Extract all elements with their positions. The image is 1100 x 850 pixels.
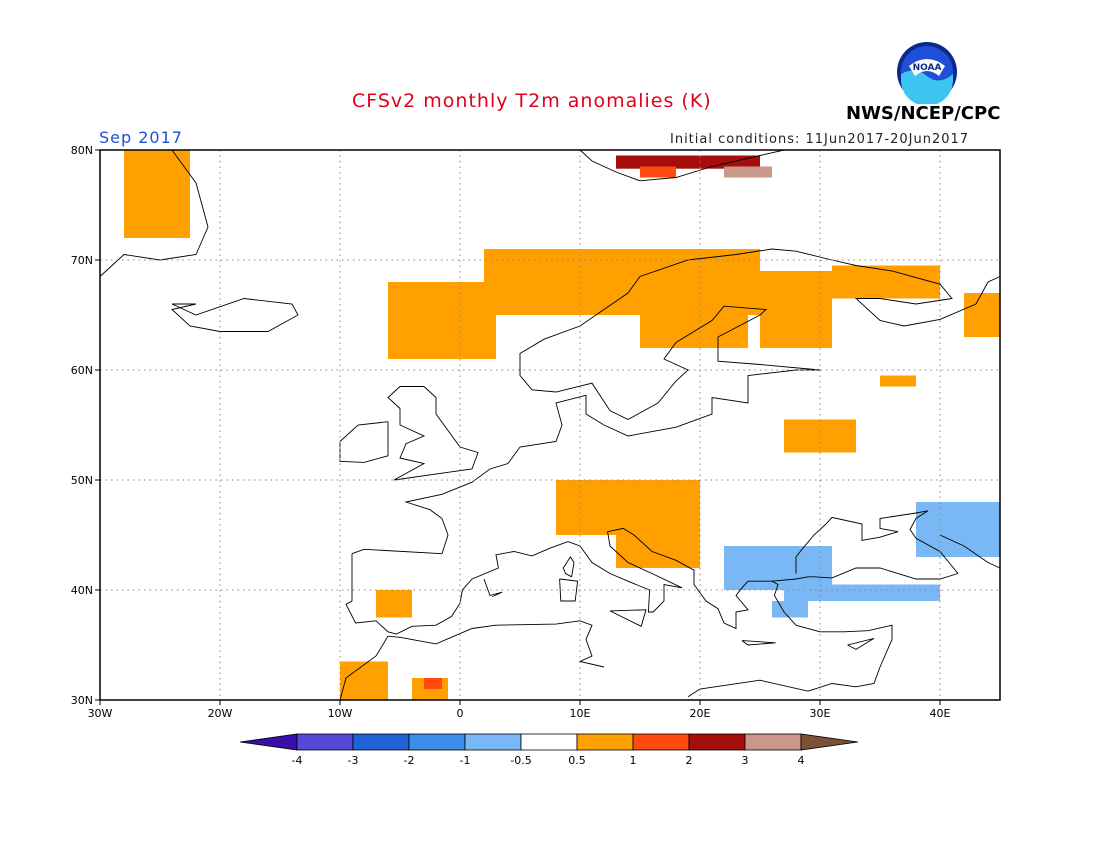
anomaly-region-6: [964, 293, 1000, 337]
lat-tick-label: 70N: [71, 254, 93, 267]
colorbar-swatch-1: [296, 733, 354, 751]
anomaly-region-11: [376, 590, 412, 618]
lon-tick-label: 30W: [88, 707, 113, 720]
coastline-14: [609, 609, 647, 627]
colorbar-tick-label: -4: [292, 754, 303, 767]
colorbar-tick-label: 3: [742, 754, 749, 767]
coastline-17: [483, 578, 503, 598]
anomaly-region-10: [616, 524, 700, 568]
logo-text: NOAA: [913, 63, 942, 73]
colorbar-swatch-3: [408, 733, 466, 751]
anomaly-region-5: [832, 265, 940, 299]
lon-tick-label: 40E: [930, 707, 951, 720]
coastline-2: [387, 386, 479, 481]
colorbar-swatch-9: [744, 733, 802, 751]
lon-tick-label: 20E: [690, 707, 711, 720]
colorbar-swatch-6: [576, 733, 634, 751]
colorbar-swatch-4: [464, 733, 522, 751]
anomaly-region-0: [124, 150, 190, 238]
coastline-16: [847, 637, 875, 650]
anomaly-region-17: [724, 166, 772, 178]
coastline-15: [741, 640, 776, 646]
anomaly-region-18: [916, 502, 1000, 557]
colorbar-swatch-2: [352, 733, 410, 751]
coastline-4: [404, 394, 605, 554]
lon-tick-label: 30E: [810, 707, 831, 720]
colorbar-tick-label: -3: [348, 754, 359, 767]
coastline-0: [99, 149, 209, 277]
coastline-5: [603, 369, 820, 437]
anomaly-region-19: [724, 546, 832, 590]
anomaly-fills: [124, 150, 1000, 700]
coastline-7: [351, 548, 443, 555]
valid-month-label: Sep 2017: [99, 128, 183, 147]
coastline-3: [339, 421, 389, 463]
chart-title: CFSv2 monthly T2m anomalies (K): [352, 90, 712, 112]
colorbar-tick-label: 2: [686, 754, 693, 767]
colorbar-tick-label: -0.5: [510, 754, 531, 767]
anomaly-region-14: [424, 678, 442, 689]
colorbar-tick-label: 1: [630, 754, 637, 767]
coastline-12: [562, 556, 575, 578]
colorbar-tick-label: -1: [460, 754, 471, 767]
colorbar-tick-label: 4: [798, 754, 805, 767]
anomaly-region-4: [760, 271, 832, 348]
lon-tick-label: 0: [457, 707, 464, 720]
colorbar-swatch-low: [239, 733, 298, 751]
anomaly-region-12: [340, 661, 388, 700]
coastline-10: [771, 567, 959, 582]
colorbar-swatch-7: [632, 733, 690, 751]
coastline-1: [171, 298, 299, 332]
colorbar-tick-label: 0.5: [568, 754, 586, 767]
lat-tick-label: 30N: [71, 694, 93, 707]
coastlines: [99, 149, 1001, 701]
anomaly-region-3: [640, 293, 748, 348]
initial-conditions-label: Initial conditions: 11Jun2017-20Jun2017: [670, 132, 970, 147]
anomaly-region-1: [388, 282, 496, 359]
anomaly-region-15: [616, 155, 760, 169]
anomaly-region-20: [784, 584, 940, 601]
colorbar-swatch-5: [520, 733, 578, 751]
coastline-8: [345, 527, 893, 698]
lon-tick-label: 10W: [328, 707, 353, 720]
lat-tick-label: 60N: [71, 364, 93, 377]
anomaly-region-7: [880, 375, 916, 387]
anomaly-map: 30W 20W 10W 0 10E 20E 30E 40E 80N 70N 60N 50N 40N 30…: [71, 144, 1001, 720]
colorbar-tick-label: -2: [404, 754, 415, 767]
coastline-9: [339, 620, 605, 701]
anomaly-region-16: [640, 166, 676, 178]
noaa-logo: NOAA: [897, 42, 957, 104]
lon-tick-label: 20W: [208, 707, 233, 720]
coastline-18: [579, 149, 785, 182]
latitude-ticks: 80N 70N 60N 50N 40N 30N: [71, 144, 100, 707]
agency-label: NWS/NCEP/CPC: [846, 103, 1001, 124]
colorbar-swatch-high: [800, 733, 859, 751]
coastline-13: [559, 578, 579, 602]
longitude-ticks: 30W 20W 10W 0 10E 20E 30E 40E: [88, 700, 951, 720]
lat-tick-label: 50N: [71, 474, 93, 487]
anomaly-region-21: [772, 601, 808, 618]
lon-tick-label: 10E: [570, 707, 591, 720]
coastline-19: [939, 534, 1001, 569]
coastline-11: [795, 510, 959, 574]
graticule: [100, 150, 1000, 700]
lat-tick-label: 80N: [71, 144, 93, 157]
lat-tick-label: 40N: [71, 584, 93, 597]
map-frame: [99, 149, 1001, 701]
colorbar-swatch-8: [688, 733, 746, 751]
